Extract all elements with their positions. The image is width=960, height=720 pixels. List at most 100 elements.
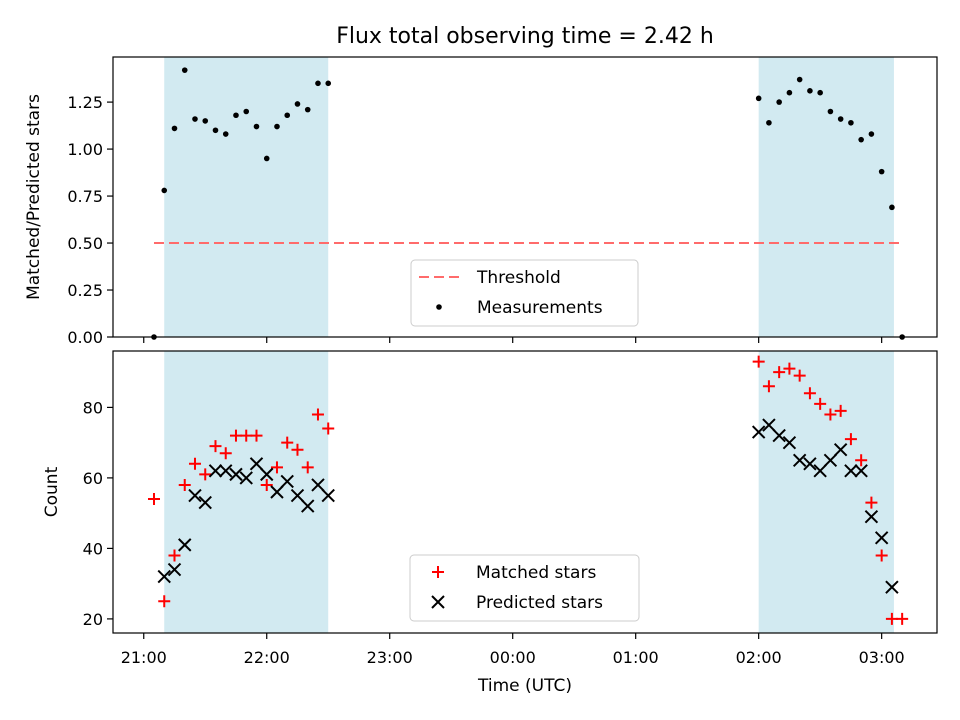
matched-star-point (281, 436, 294, 449)
predicted-star-point (751, 425, 766, 439)
measurement-point (807, 88, 813, 94)
y-axis-label: Count (42, 466, 62, 517)
ratio-subplot: 0.00 0.25 0.50 0.75 1.00 1.25 Matched/Predicte… (24, 56, 938, 347)
matched-star-point (301, 461, 314, 474)
measurement-point (827, 108, 834, 115)
matched-star-point (762, 380, 775, 393)
measurement-point (274, 123, 280, 130)
legend: Matched stars Predicted stars (409, 554, 640, 622)
predicted-star-point (270, 485, 284, 499)
measurement-point (263, 155, 270, 162)
matched-star-point (773, 366, 786, 379)
matched-star-point (322, 422, 335, 435)
matched-star-point (752, 355, 765, 368)
measurement-point (212, 127, 219, 134)
measurement-point (837, 116, 844, 122)
measurement-point (253, 123, 260, 130)
matched-star-point (875, 549, 888, 562)
measurement-point (192, 116, 198, 122)
legend-matched-swatch (432, 566, 444, 578)
predicted-star-point (239, 471, 253, 485)
predicted-star-point (167, 562, 182, 577)
measurement-point (161, 187, 168, 194)
predicted-star-point (874, 531, 889, 545)
predicted-star-point (260, 467, 274, 482)
measurement-point (315, 80, 321, 87)
predicted-star-point (301, 499, 315, 513)
x-tick-label: 21:00 (121, 648, 167, 667)
predicted-star-point (844, 464, 858, 478)
measurement-point (202, 118, 209, 124)
predicted-star-point (219, 464, 233, 478)
measurement-point (889, 204, 895, 211)
matched-star-point (209, 440, 222, 453)
matched-star-point (199, 468, 212, 481)
predicted-star-point (854, 464, 868, 478)
predicted-star-point (208, 464, 223, 478)
predicted-star-point (864, 509, 879, 524)
matched-star-point (814, 397, 827, 410)
measurement-point (817, 89, 823, 96)
measurement-point (325, 80, 332, 87)
legend-label: Predicted stars (476, 593, 603, 613)
measurement-point (796, 76, 803, 83)
matched-star-point (803, 387, 816, 400)
matched-star-point (260, 478, 273, 491)
predicted-star-point (823, 453, 838, 467)
legend-box (410, 259, 639, 327)
measurement-point (755, 95, 762, 102)
predicted-star-point (188, 488, 202, 503)
measurement-point (304, 106, 311, 113)
matched-star-point (178, 478, 191, 491)
x-tick-label: 23:00 (367, 648, 413, 667)
measurement-point (284, 112, 291, 119)
predicted-star-point (198, 495, 212, 510)
chart-title: Flux total observing time = 2.42 h (336, 24, 714, 49)
measurement-point (868, 131, 875, 137)
y-tick-label: 80 (83, 398, 103, 417)
matched-star-point (865, 496, 878, 509)
measurement-point (294, 101, 301, 107)
matched-star-point (158, 595, 171, 608)
predicted-star-point (762, 418, 776, 432)
predicted-star-point (772, 428, 786, 443)
predicted-star-point (157, 569, 171, 584)
measurement-point (243, 108, 250, 115)
y-axis-label: Matched/Predicted stars (24, 94, 44, 300)
legend-label: Matched stars (476, 563, 596, 583)
y-tick-label: 1.25 (67, 93, 103, 112)
predicted-star-point (229, 467, 243, 482)
observing-window (164, 57, 329, 337)
y-tick-label: 0.00 (67, 328, 103, 347)
y-tick-label: 1.00 (67, 140, 103, 159)
matched-star-point (834, 404, 847, 417)
matched-star-point (188, 457, 201, 470)
legend-label: Measurements (477, 298, 603, 318)
predicted-star-point (178, 538, 192, 552)
matched-star-point (270, 461, 283, 474)
matched-star-point (844, 433, 857, 446)
measurement-point (848, 119, 854, 126)
predicted-star-point (803, 457, 817, 471)
predicted-star-point (280, 474, 294, 489)
x-tick-label: 03:00 (859, 648, 905, 667)
predicted-star-point (290, 488, 305, 503)
y-tick-label: 40 (83, 539, 103, 558)
matched-star-point (250, 429, 263, 442)
y-tick-label: 20 (83, 610, 103, 629)
measurement-point (181, 67, 188, 73)
y-tick-label: 0.75 (67, 187, 103, 206)
measurement-point (858, 136, 864, 143)
predicted-star-point (813, 464, 827, 478)
legend: Threshold Measurements (410, 259, 639, 327)
matched-star-point (291, 443, 304, 456)
measurement-point (878, 168, 885, 175)
count-subplot: 20 40 60 80 21:00 22:00 23:00 00:00 01:00 02:00 03… (42, 350, 938, 667)
y-tick-label: 0.25 (67, 281, 103, 300)
legend-predicted-swatch (431, 595, 445, 609)
predicted-star-point (885, 580, 899, 594)
measurement-point (786, 89, 793, 96)
matched-star-point (147, 493, 160, 506)
legend-measurement-swatch (436, 304, 442, 310)
